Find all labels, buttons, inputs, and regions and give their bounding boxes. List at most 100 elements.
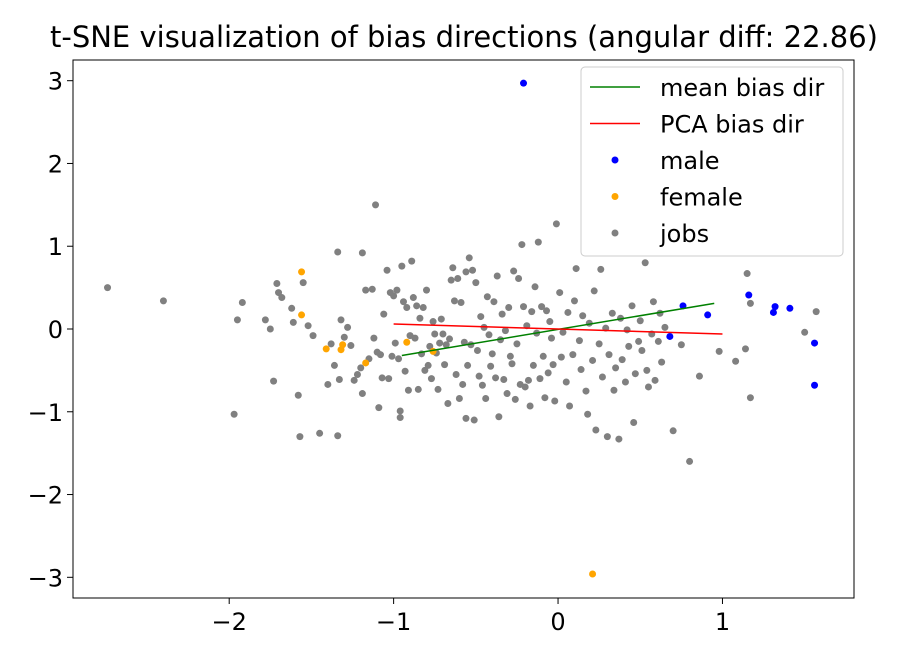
point-jobs <box>482 395 490 403</box>
point-jobs <box>628 302 636 310</box>
point-jobs <box>266 325 274 333</box>
point-jobs <box>641 259 649 267</box>
point-jobs <box>485 331 493 339</box>
point-male <box>745 291 753 299</box>
point-jobs <box>511 395 519 403</box>
point-jobs <box>429 318 437 326</box>
point-jobs <box>630 419 638 427</box>
point-jobs <box>368 285 376 293</box>
point-jobs <box>316 429 324 437</box>
point-jobs <box>398 262 406 270</box>
x-tick-label: 1 <box>715 608 730 636</box>
point-jobs <box>529 361 537 369</box>
point-jobs <box>370 334 378 342</box>
point-jobs <box>521 383 529 391</box>
y-tick-label: 1 <box>48 233 63 261</box>
point-jobs <box>357 364 365 372</box>
point-jobs <box>344 323 352 331</box>
point-jobs <box>649 298 657 306</box>
legend-swatch-jobs <box>611 229 619 237</box>
point-jobs <box>327 340 335 348</box>
point-jobs <box>520 303 528 311</box>
legend-swatch-female <box>611 193 619 200</box>
point-jobs <box>575 337 583 345</box>
point-jobs <box>404 386 412 394</box>
point-jobs <box>518 241 526 249</box>
point-jobs <box>557 353 565 361</box>
line-PCA-bias-dir <box>393 323 723 335</box>
point-jobs <box>524 376 532 384</box>
point-jobs <box>337 316 345 324</box>
axis-ticks: −2 −1 0 1 3 2 1 0 −1 −2 −3 <box>28 68 730 636</box>
point-jobs <box>539 352 547 360</box>
point-jobs <box>551 397 559 405</box>
point-jobs <box>475 372 483 380</box>
legend-label-jobs: jobs <box>659 220 709 248</box>
point-jobs <box>411 334 419 342</box>
point-jobs <box>651 376 659 384</box>
point-jobs <box>334 248 342 256</box>
point-jobs <box>643 366 651 374</box>
point-jobs <box>478 381 486 389</box>
point-jobs <box>296 433 304 441</box>
point-jobs <box>552 220 560 228</box>
point-male <box>520 79 528 87</box>
y-tick-label: 3 <box>48 68 63 96</box>
point-jobs <box>570 297 578 305</box>
point-female <box>298 311 306 319</box>
point-jobs <box>375 404 383 412</box>
point-jobs <box>270 377 278 385</box>
point-jobs <box>385 375 393 383</box>
point-jobs <box>401 367 409 375</box>
point-jobs <box>273 279 281 287</box>
point-jobs <box>503 390 511 398</box>
point-jobs <box>424 361 432 369</box>
point-male <box>786 304 794 312</box>
point-jobs <box>541 394 549 402</box>
point-jobs <box>403 303 411 311</box>
point-jobs <box>350 376 358 384</box>
point-jobs <box>347 342 355 350</box>
point-jobs <box>584 410 592 418</box>
point-jobs <box>477 313 485 321</box>
point-male <box>666 332 674 340</box>
point-jobs <box>230 410 238 418</box>
point-jobs <box>538 303 546 311</box>
point-jobs <box>391 339 399 347</box>
point-jobs <box>383 266 391 274</box>
point-jobs <box>658 358 666 366</box>
point-jobs <box>396 407 404 415</box>
point-jobs <box>408 257 416 265</box>
point-jobs <box>390 292 398 300</box>
point-jobs <box>506 352 514 360</box>
point-jobs <box>431 330 439 338</box>
legend-box <box>580 66 844 257</box>
point-jobs <box>546 318 554 326</box>
point-jobs <box>801 328 809 336</box>
point-jobs <box>572 265 580 273</box>
point-jobs <box>536 375 544 383</box>
point-jobs <box>436 339 444 347</box>
point-jobs <box>559 328 567 336</box>
point-jobs <box>261 316 269 324</box>
point-jobs <box>462 414 470 422</box>
point-jobs <box>472 279 480 287</box>
x-tick-label: −1 <box>376 608 411 636</box>
point-female <box>298 268 306 276</box>
point-jobs <box>528 308 536 316</box>
point-female <box>589 570 597 578</box>
point-jobs <box>358 390 366 398</box>
point-jobs <box>442 341 450 349</box>
point-jobs <box>547 334 555 342</box>
point-jobs <box>460 338 468 346</box>
y-tick-label: 2 <box>48 150 63 178</box>
point-female <box>403 338 411 346</box>
legend-label-female: female <box>660 184 743 212</box>
point-female <box>322 345 330 353</box>
point-jobs <box>654 337 662 345</box>
point-jobs <box>566 402 574 410</box>
point-jobs <box>444 399 452 407</box>
y-tick-label: −1 <box>28 399 63 427</box>
point-male <box>811 381 819 389</box>
